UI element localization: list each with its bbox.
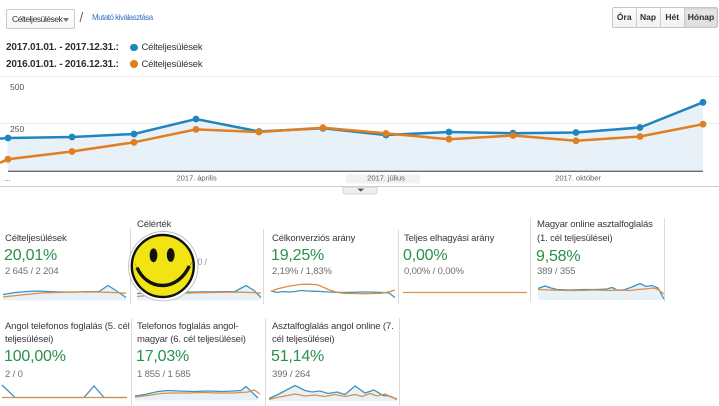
svg-text:2017. április: 2017. április bbox=[176, 173, 216, 182]
svg-text:250: 250 bbox=[10, 124, 24, 134]
svg-text:...: ... bbox=[4, 174, 11, 183]
svg-text:2017. július: 2017. július bbox=[367, 173, 405, 182]
svg-text:500: 500 bbox=[10, 82, 24, 92]
svg-text:2017. október: 2017. október bbox=[555, 173, 601, 182]
